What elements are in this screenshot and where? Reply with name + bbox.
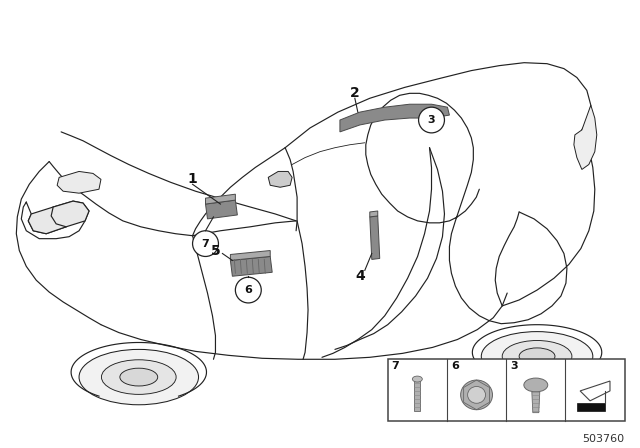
Polygon shape (51, 201, 89, 227)
Polygon shape (28, 207, 69, 234)
Polygon shape (205, 200, 237, 219)
Text: 7: 7 (392, 361, 399, 371)
Polygon shape (580, 381, 610, 401)
Text: 6: 6 (244, 285, 252, 295)
Ellipse shape (102, 360, 176, 394)
Text: 3: 3 (510, 361, 518, 371)
Ellipse shape (79, 349, 198, 405)
Polygon shape (230, 256, 272, 276)
Circle shape (236, 277, 261, 303)
Bar (388, 359, 625, 421)
Ellipse shape (468, 387, 486, 403)
Text: 2: 2 (350, 86, 360, 100)
Text: 503760: 503760 (582, 435, 625, 444)
Polygon shape (340, 104, 449, 132)
Ellipse shape (481, 332, 593, 381)
Ellipse shape (120, 368, 157, 386)
Ellipse shape (461, 380, 493, 410)
Text: 3: 3 (428, 115, 435, 125)
Polygon shape (370, 216, 380, 259)
Polygon shape (205, 194, 236, 204)
Polygon shape (414, 379, 420, 411)
Text: 1: 1 (188, 172, 197, 186)
Polygon shape (57, 172, 101, 193)
Circle shape (419, 107, 444, 133)
Polygon shape (577, 403, 605, 411)
Text: 7: 7 (202, 239, 209, 249)
Circle shape (193, 231, 218, 256)
Polygon shape (268, 172, 292, 187)
Text: 5: 5 (211, 244, 220, 258)
Text: 4: 4 (355, 269, 365, 283)
Ellipse shape (524, 378, 548, 392)
Polygon shape (532, 392, 540, 413)
Polygon shape (574, 105, 596, 169)
Polygon shape (230, 250, 270, 260)
Text: 6: 6 (451, 361, 459, 371)
Ellipse shape (519, 348, 555, 365)
Polygon shape (370, 211, 378, 217)
Ellipse shape (502, 340, 572, 372)
Ellipse shape (412, 376, 422, 382)
